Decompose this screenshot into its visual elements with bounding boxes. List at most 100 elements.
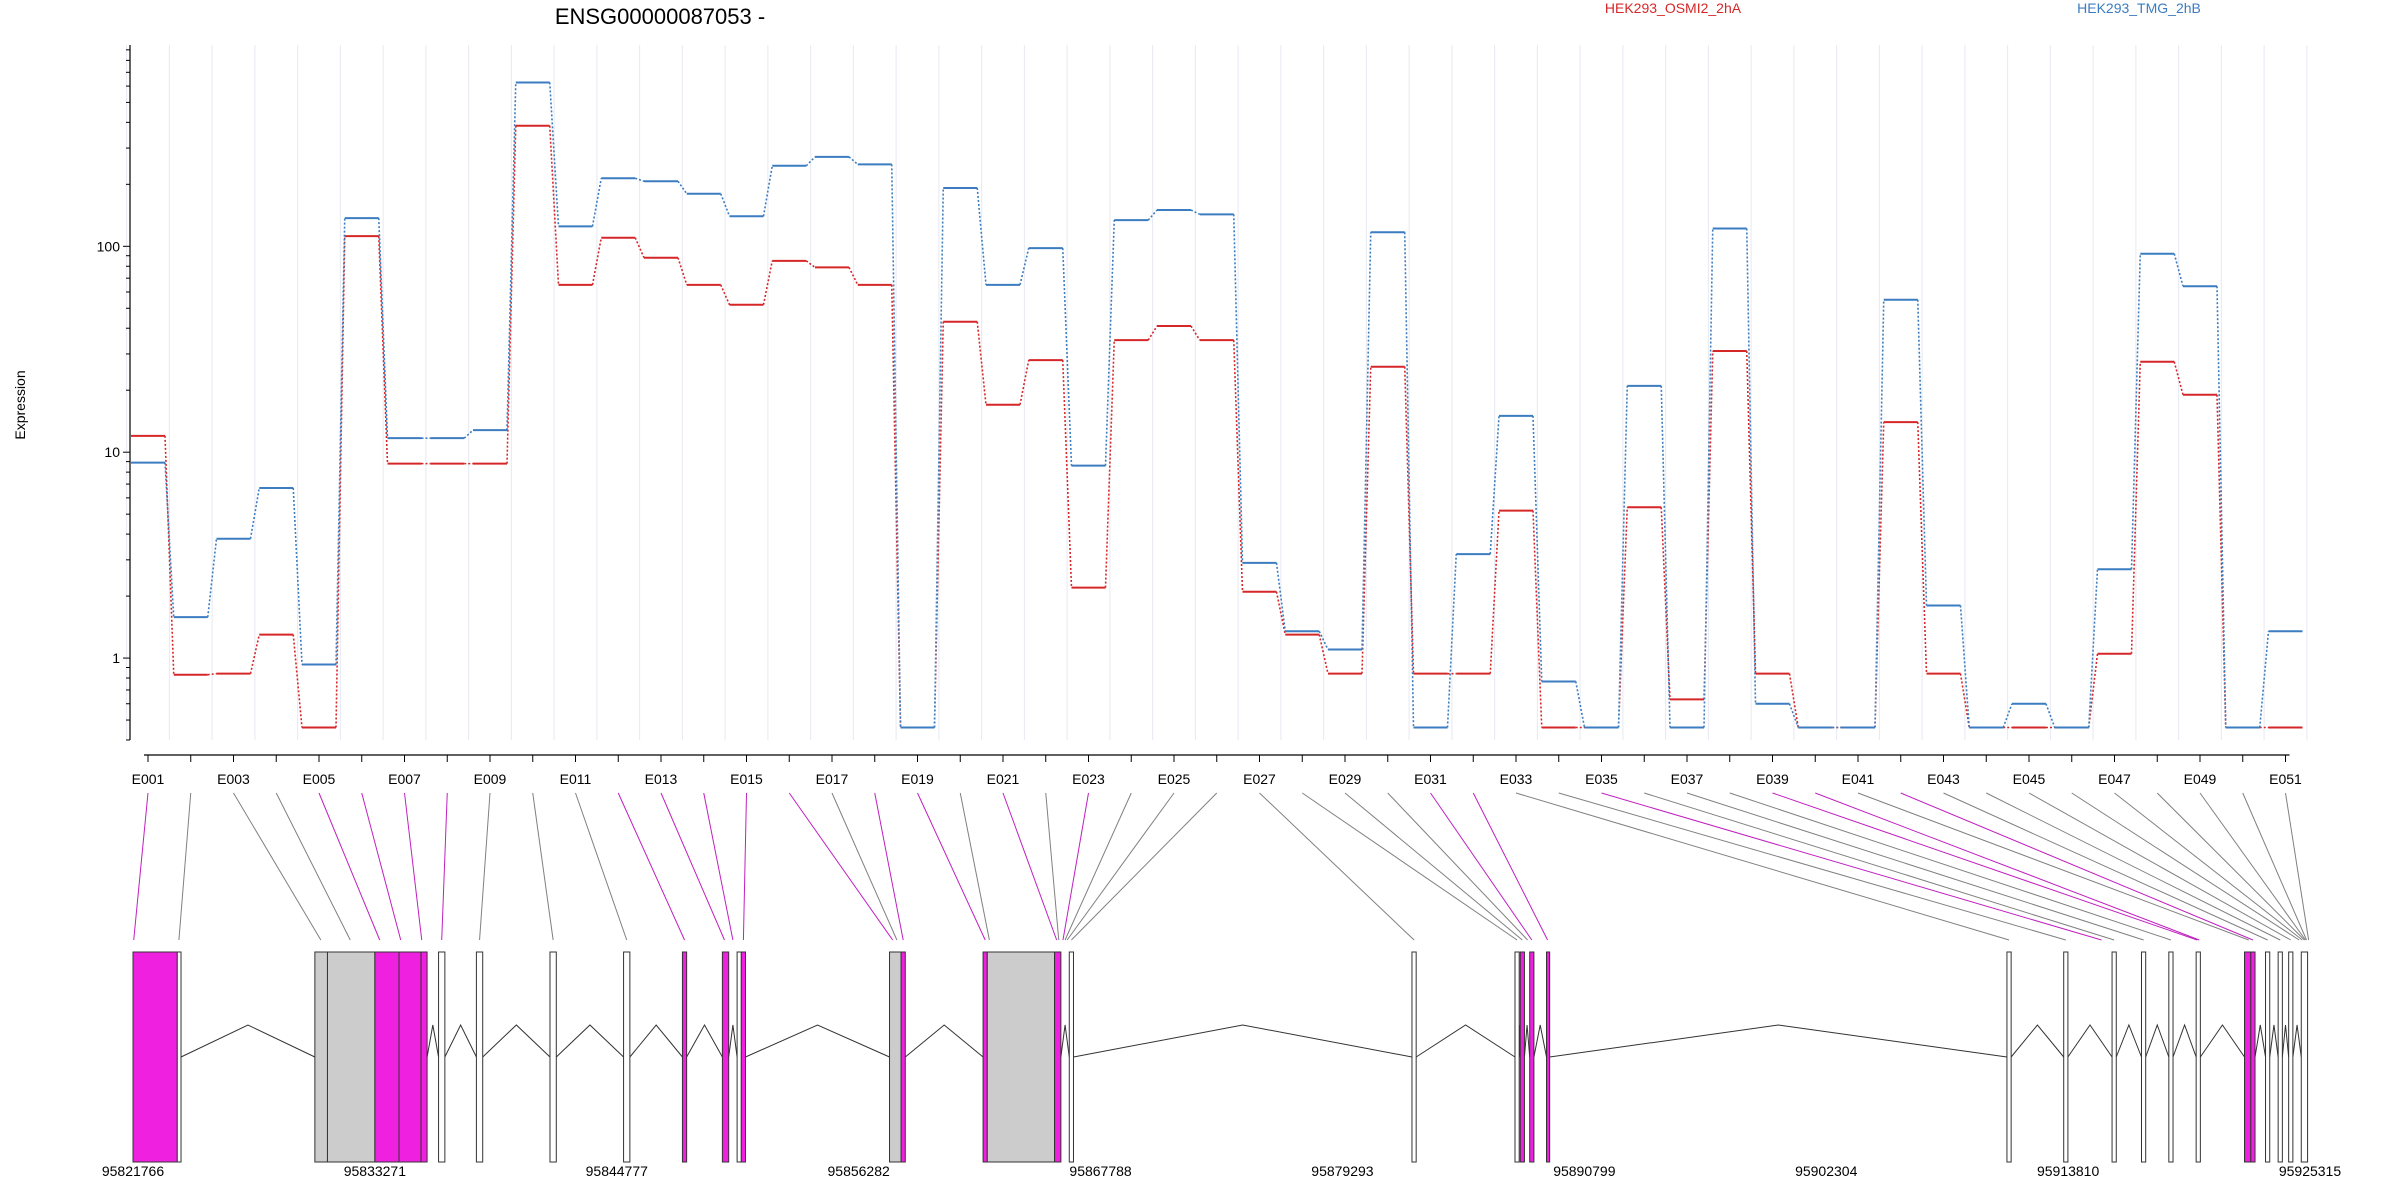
exon-block [1068, 951, 1074, 1163]
exon-link [874, 792, 904, 941]
exon-link [404, 792, 423, 941]
genomic-tick-label: 95902304 [1795, 1163, 1858, 1179]
genomic-tick-label: 95833271 [344, 1163, 407, 1179]
exon-block [374, 951, 400, 1163]
exon-link [575, 792, 628, 941]
exon-link [2071, 792, 2300, 941]
data-connector [548, 82, 560, 227]
exon-link [1002, 792, 1058, 941]
data-connector [1959, 673, 1971, 728]
exon-block [2244, 951, 2252, 1163]
exon-block [475, 951, 484, 1163]
x-tick-label: E003 [217, 771, 250, 787]
exon-block [132, 951, 178, 1163]
x-tick-label: E023 [1072, 771, 1105, 787]
intron-chevron [1415, 1024, 1516, 1058]
data-connector [1403, 232, 1415, 728]
intron-chevron [2199, 1024, 2245, 1058]
data-connector [677, 257, 688, 286]
exon-block [889, 951, 902, 1163]
data-connector [1190, 325, 1201, 341]
exon-block [2250, 951, 2256, 1163]
x-tick-label: E001 [132, 771, 165, 787]
exon-link [1515, 792, 2010, 941]
x-tick-label: E051 [2269, 771, 2302, 787]
exon-block [549, 951, 557, 1163]
data-connector [1403, 366, 1415, 674]
exon-link [1943, 792, 2268, 941]
data-connector [377, 236, 389, 464]
exon-block [2168, 951, 2174, 1163]
intron-chevron [2172, 1023, 2197, 1058]
data-connector [1275, 562, 1287, 632]
x-tick-label: E029 [1329, 771, 1362, 787]
data-connector [634, 177, 645, 183]
data-connector [506, 82, 517, 431]
labels-layer: E001 E003 E005 E007 E009 E011 E013 E015 E017 E019… [102, 771, 2342, 1179]
exon-link [532, 792, 554, 941]
grid-layer [126, 45, 2308, 740]
data-connector [2130, 361, 2142, 654]
data-connector [1190, 209, 1201, 216]
exon-link [133, 792, 149, 941]
exon-link [617, 792, 685, 941]
data-connector [848, 156, 859, 165]
y-axis-label: Expression [12, 370, 28, 439]
data-connector [591, 178, 603, 227]
exon-block [2265, 951, 2271, 1163]
legend-entry-series-2: HEK293_TMG_2hB [2077, 0, 2201, 16]
data-connector [377, 218, 389, 439]
intron-chevron [2067, 1024, 2113, 1058]
intron-chevron [1523, 1024, 1531, 1058]
data-connector [2258, 631, 2270, 728]
exon-link [1066, 792, 1175, 941]
genomic-tick-label: 95867788 [1069, 1163, 1132, 1179]
exon-link [1601, 792, 2102, 941]
data-connector [249, 487, 261, 539]
data-connector [1532, 415, 1543, 682]
exon-block [438, 951, 446, 1163]
intron-chevron [2292, 1024, 2302, 1058]
data-connector [1318, 630, 1329, 650]
data-connector [249, 634, 261, 674]
data-connector [2173, 253, 2184, 287]
exon-link [1064, 792, 1132, 941]
data-connector [1446, 554, 1458, 728]
exon-link [361, 792, 402, 941]
genomic-tick-label: 95879293 [1311, 1163, 1374, 1179]
exon-link [2199, 792, 2306, 941]
data-connector [1745, 350, 1757, 674]
intron-chevron [426, 1024, 440, 1058]
intron-chevron [482, 1024, 551, 1058]
exon-link [441, 792, 448, 941]
data-connector [933, 187, 945, 728]
exon-block [1411, 951, 1417, 1163]
genomic-tick-label: 95925315 [2279, 1163, 2342, 1179]
data-connector [1489, 415, 1500, 555]
x-tick-label: E009 [474, 771, 507, 787]
exon-block [721, 951, 730, 1163]
exon-link [1045, 792, 1060, 941]
exon-block [420, 951, 428, 1163]
genomic-tick-label: 95913810 [2037, 1163, 2100, 1179]
intron-chevron [2145, 1023, 2170, 1058]
exon-link [959, 792, 990, 941]
exon-link [2028, 792, 2292, 941]
intron-chevron [686, 1023, 723, 1058]
exon-block [681, 951, 688, 1163]
intron-chevron [2269, 1024, 2279, 1058]
data-connector [206, 538, 218, 618]
data-connector [762, 165, 774, 217]
intron-chevron [2281, 1024, 2290, 1058]
data-connector [292, 487, 303, 665]
data-connector [1617, 385, 1629, 728]
intron-chevron [555, 1024, 624, 1058]
exon-link [1900, 792, 2254, 941]
x-tick-label: E037 [1671, 771, 1704, 787]
data-connector [1361, 366, 1372, 674]
exon-link [1301, 792, 1518, 941]
exon-block [2006, 951, 2012, 1163]
data-connector [976, 321, 987, 405]
exon-link [233, 792, 322, 941]
data-connector [1788, 703, 1800, 728]
